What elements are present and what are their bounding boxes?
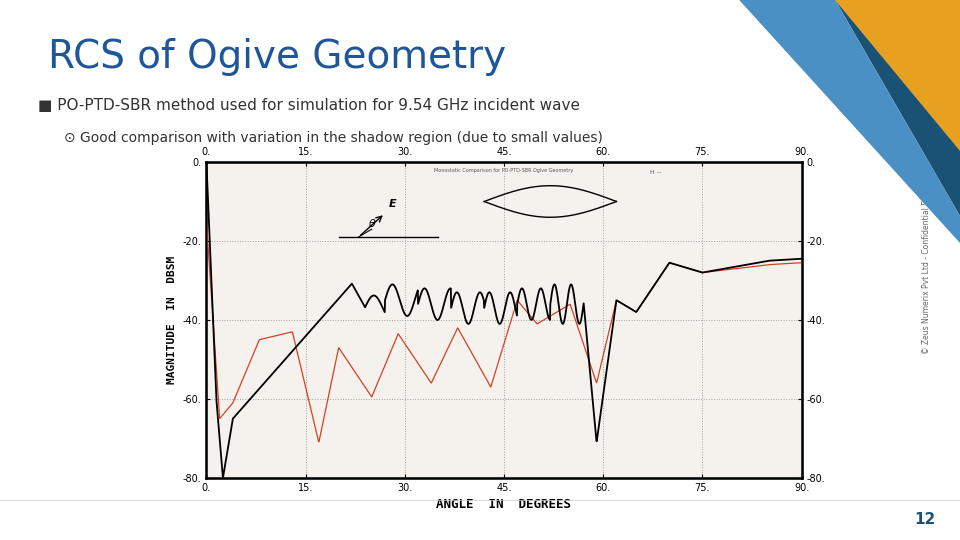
X-axis label: ANGLE  IN  DEGREES: ANGLE IN DEGREES [437,498,571,511]
Text: © Zeus Numerix Pvt Ltd - Confidential Document: © Zeus Numerix Pvt Ltd - Confidential Do… [922,165,931,354]
Text: E: E [388,199,396,210]
Text: 12: 12 [914,512,935,527]
Text: Monostatic Comparison for PO-PTD-SBR Ogive Geometry: Monostatic Comparison for PO-PTD-SBR Ogi… [434,168,574,173]
Text: H --: H -- [651,170,661,175]
Text: $\theta$: $\theta$ [369,217,377,229]
Text: ❖: ❖ [870,26,897,55]
Text: 20 June 2019: 20 June 2019 [19,513,102,526]
Text: RCS of Ogive Geometry: RCS of Ogive Geometry [48,38,506,76]
Circle shape [617,507,960,532]
Text: ⊙ Good comparison with variation in the shadow region (due to small values): ⊙ Good comparison with variation in the … [63,131,603,145]
Y-axis label: MAGNITUDE  IN  DBSM: MAGNITUDE IN DBSM [167,256,177,384]
Text: Capabilities on Computational Electromagnetics @ Zeus Numerix: Capabilities on Computational Electromag… [276,513,684,526]
Text: ■ PO-PTD-SBR method used for simulation for 9.54 GHz incident wave: ■ PO-PTD-SBR method used for simulation … [38,98,581,113]
